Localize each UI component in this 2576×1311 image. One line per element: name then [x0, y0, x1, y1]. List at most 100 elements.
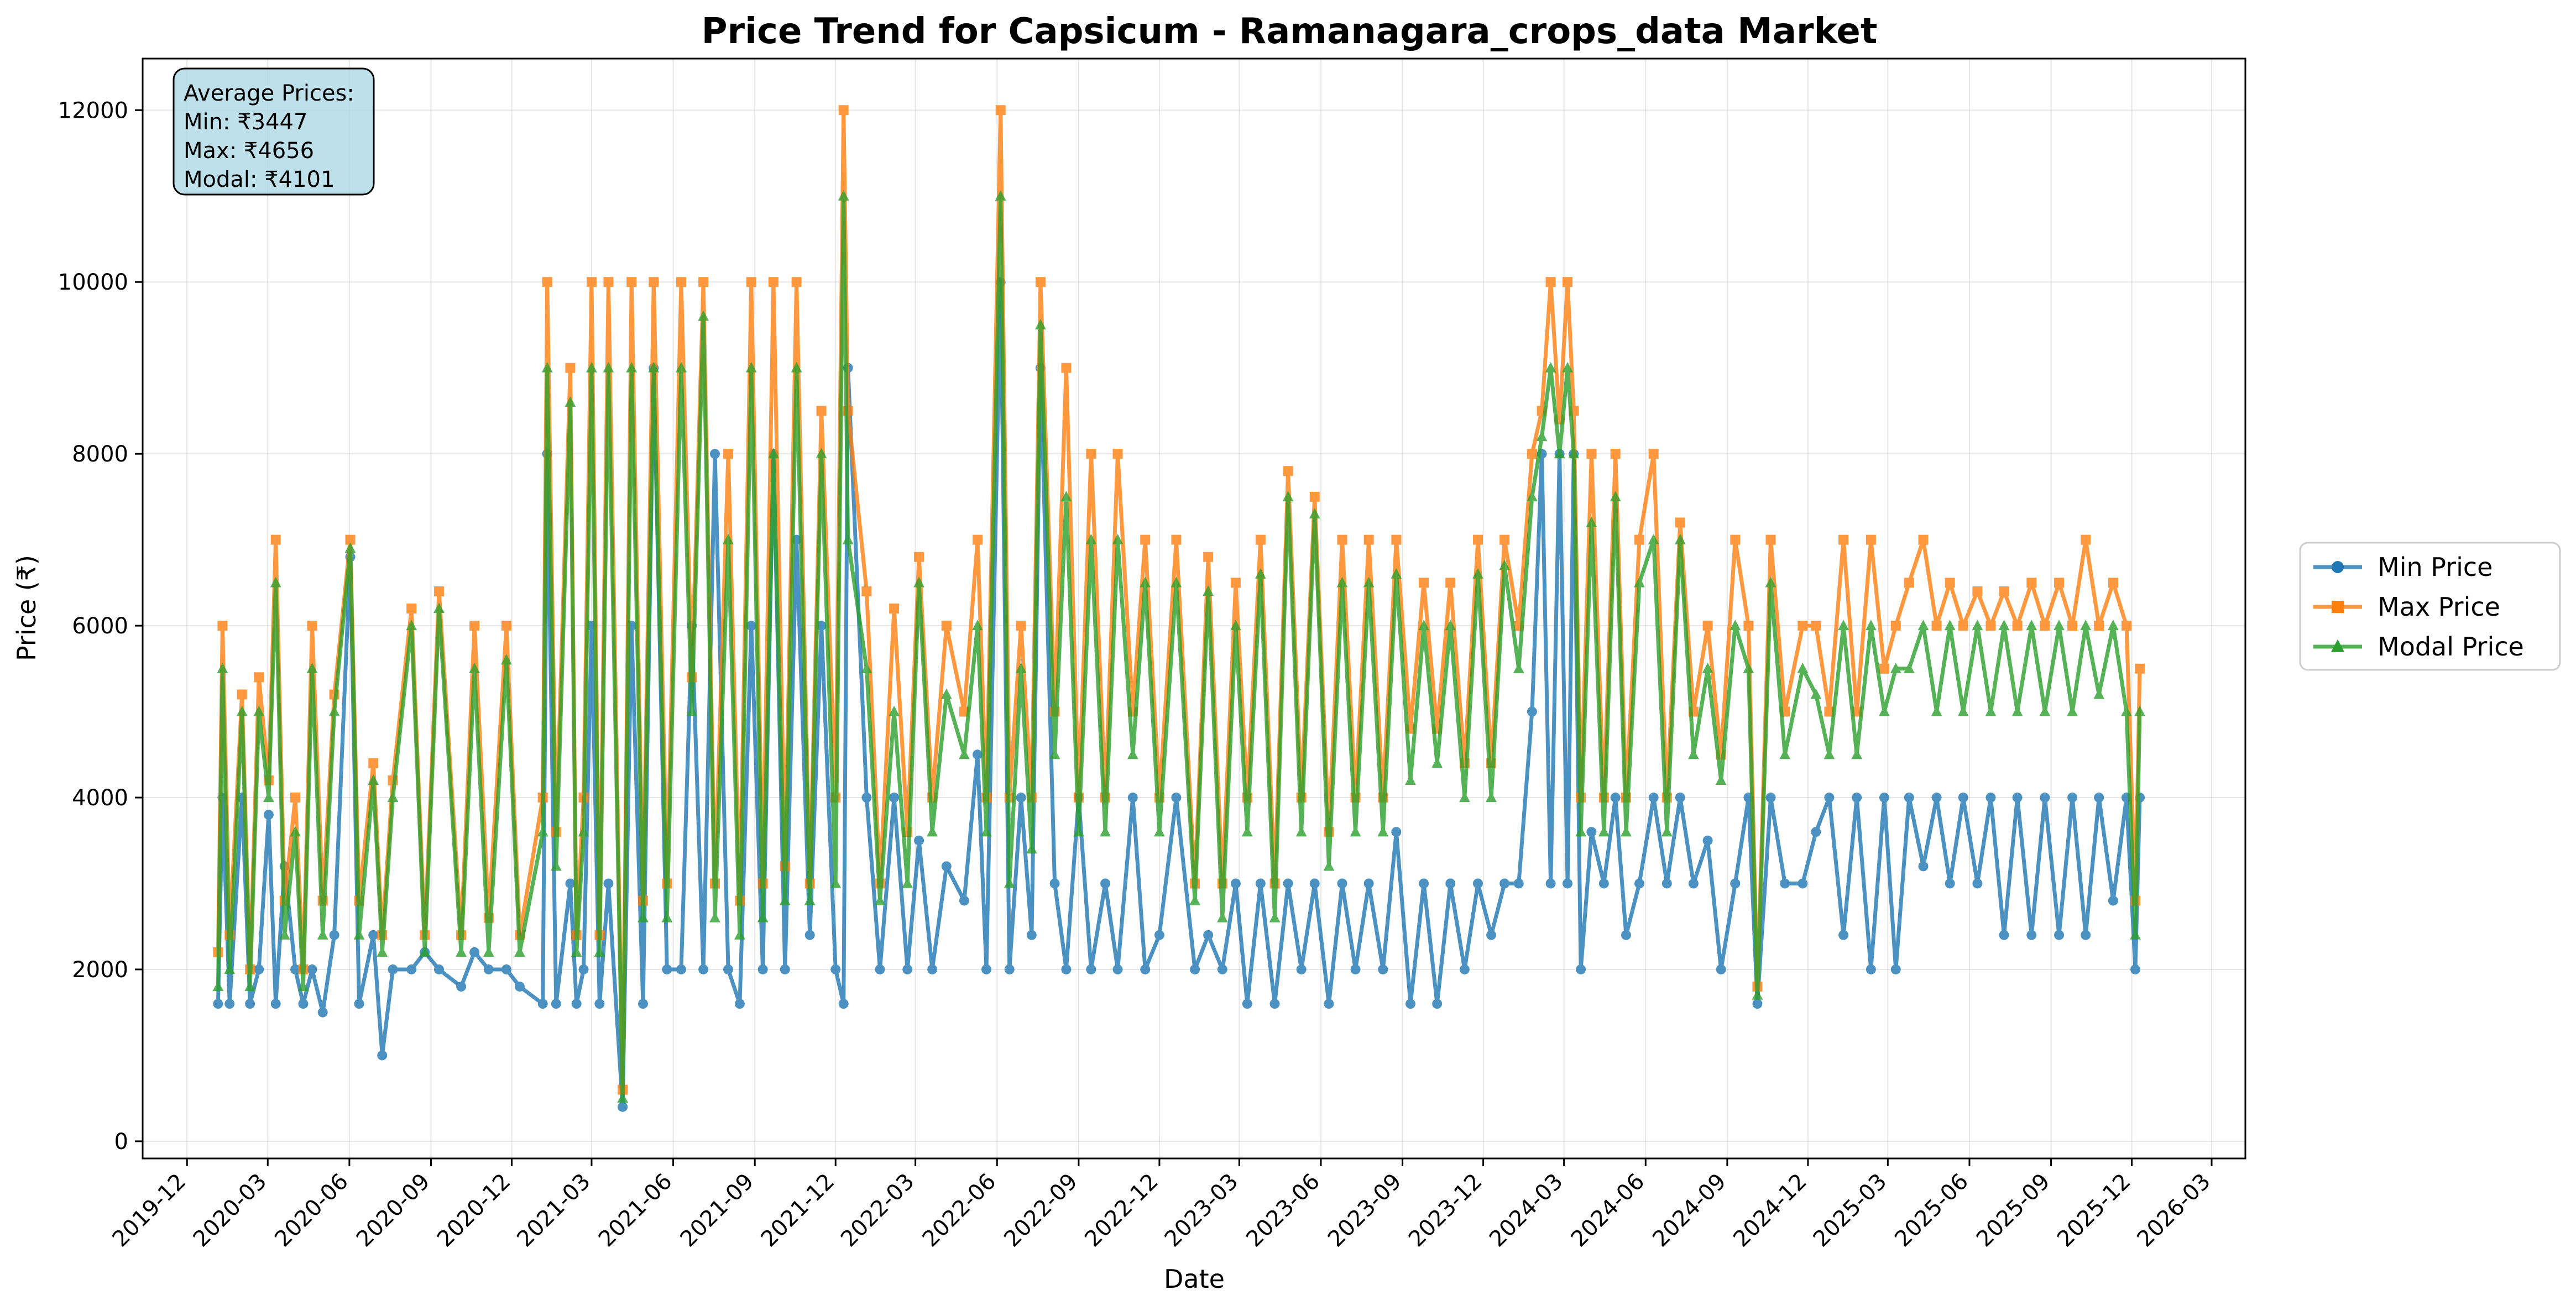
max-price-point — [698, 277, 709, 287]
modal-price-point — [244, 980, 256, 992]
min-price-point — [1513, 878, 1524, 889]
min-price-point — [1140, 964, 1151, 974]
max-price-point — [1958, 621, 1968, 631]
max-price-point — [1472, 534, 1483, 545]
modal-price-point — [224, 963, 236, 974]
modal-price-point — [1241, 826, 1253, 837]
max-price-point — [941, 621, 952, 631]
max-price-point — [1203, 552, 1214, 562]
min-price-point — [317, 1007, 328, 1018]
max-price-point — [838, 105, 849, 116]
modal-price-point — [791, 361, 802, 373]
max-price-point — [1985, 621, 1996, 631]
max-price-point — [1838, 534, 1849, 545]
legend-item-min-price: Min Price — [2313, 552, 2493, 582]
modal-price-point — [1004, 877, 1015, 888]
min-price-point — [902, 964, 913, 974]
min-price-point — [1811, 827, 1821, 837]
modal-price-point — [1621, 826, 1632, 837]
legend-item-modal-price: Modal Price — [2313, 632, 2524, 662]
max-price-point — [1879, 663, 1889, 674]
max-price-point — [2040, 621, 2050, 631]
modal-price-point — [2054, 620, 2065, 631]
modal-price-point — [1890, 663, 1901, 673]
modal-price-point — [940, 688, 952, 699]
max-price-point — [565, 363, 576, 373]
modal-price-point — [406, 620, 417, 631]
min-price-point — [1217, 964, 1227, 974]
min-price-point — [723, 964, 734, 974]
modal-price-point — [571, 946, 582, 957]
modal-price-point — [779, 894, 791, 905]
modal-price-point — [1391, 568, 1402, 579]
min-price-point — [329, 930, 339, 940]
min-price-point — [1350, 964, 1361, 974]
modal-price-point — [1171, 576, 1182, 588]
min-price-point — [959, 895, 969, 906]
min-price-point — [1154, 930, 1164, 940]
modal-price-point — [1230, 620, 1241, 631]
max-price-point — [1563, 277, 1573, 287]
min-price-point — [1445, 878, 1456, 889]
min-price-point — [1203, 930, 1214, 940]
min-price-point — [1324, 999, 1334, 1009]
max-price-point — [1824, 706, 1835, 717]
min-price-point — [1405, 999, 1416, 1009]
modal-price-point — [1823, 748, 1835, 759]
min-price-point — [537, 999, 548, 1009]
min-price-point — [981, 964, 992, 974]
min-price-point — [483, 964, 494, 974]
min-price-point — [388, 964, 398, 974]
max-price-point — [2135, 663, 2145, 674]
modal-price-point — [913, 576, 924, 588]
min-price-point — [1688, 878, 1699, 889]
min-price-point — [914, 835, 924, 846]
min-price-point — [1824, 793, 1835, 803]
modal-price-point — [830, 877, 842, 888]
min-price-point — [1309, 878, 1320, 889]
modal-price-point — [1568, 448, 1580, 459]
modal-price-point — [377, 946, 388, 957]
modal-price-point — [927, 826, 938, 837]
modal-price-point — [328, 705, 340, 716]
modal-price-point — [1779, 748, 1791, 759]
min-price-point — [1242, 999, 1252, 1009]
max-price-point — [972, 534, 983, 545]
modal-price-point — [1944, 620, 1956, 631]
modal-price-point — [2108, 620, 2119, 631]
modal-price-point — [1688, 748, 1699, 759]
min-price-point — [1283, 878, 1293, 889]
series-layer — [212, 105, 2145, 1112]
max-price-point — [1972, 586, 1983, 596]
modal-price-point — [1931, 705, 1942, 716]
modal-price-point — [1917, 620, 1929, 631]
y-tick-label: 8000 — [72, 442, 128, 467]
plot-area — [143, 59, 2245, 1158]
modal-price-point — [1255, 568, 1266, 579]
modal-price-point — [1957, 705, 1969, 716]
modal-price-point — [1586, 516, 1597, 527]
max-price-point — [2054, 578, 2065, 588]
max-price-point — [1016, 621, 1026, 631]
min-price-point — [1049, 878, 1060, 889]
modal-price-point — [874, 894, 886, 905]
max-price-point — [1112, 449, 1123, 459]
annotation-modal: Modal: ₹4101 — [184, 167, 335, 192]
max-price-point — [1255, 534, 1266, 545]
max-price-point — [1086, 449, 1096, 459]
modal-price-point — [1903, 663, 1915, 673]
modal-price-point — [2093, 688, 2105, 699]
min-price-point — [1269, 999, 1280, 1009]
modal-price-point — [638, 911, 649, 922]
min-price-point — [307, 964, 317, 974]
max-price-point — [1765, 534, 1776, 545]
max-price-point — [406, 604, 417, 613]
min-price-point — [551, 999, 561, 1009]
min-price-point — [1702, 835, 1713, 846]
max-price-point — [2094, 621, 2104, 631]
modal-price-point — [306, 663, 318, 673]
modal-price-point — [889, 705, 900, 716]
min-price-point — [830, 964, 841, 974]
modal-price-point — [709, 911, 720, 922]
modal-price-point — [1295, 826, 1307, 837]
